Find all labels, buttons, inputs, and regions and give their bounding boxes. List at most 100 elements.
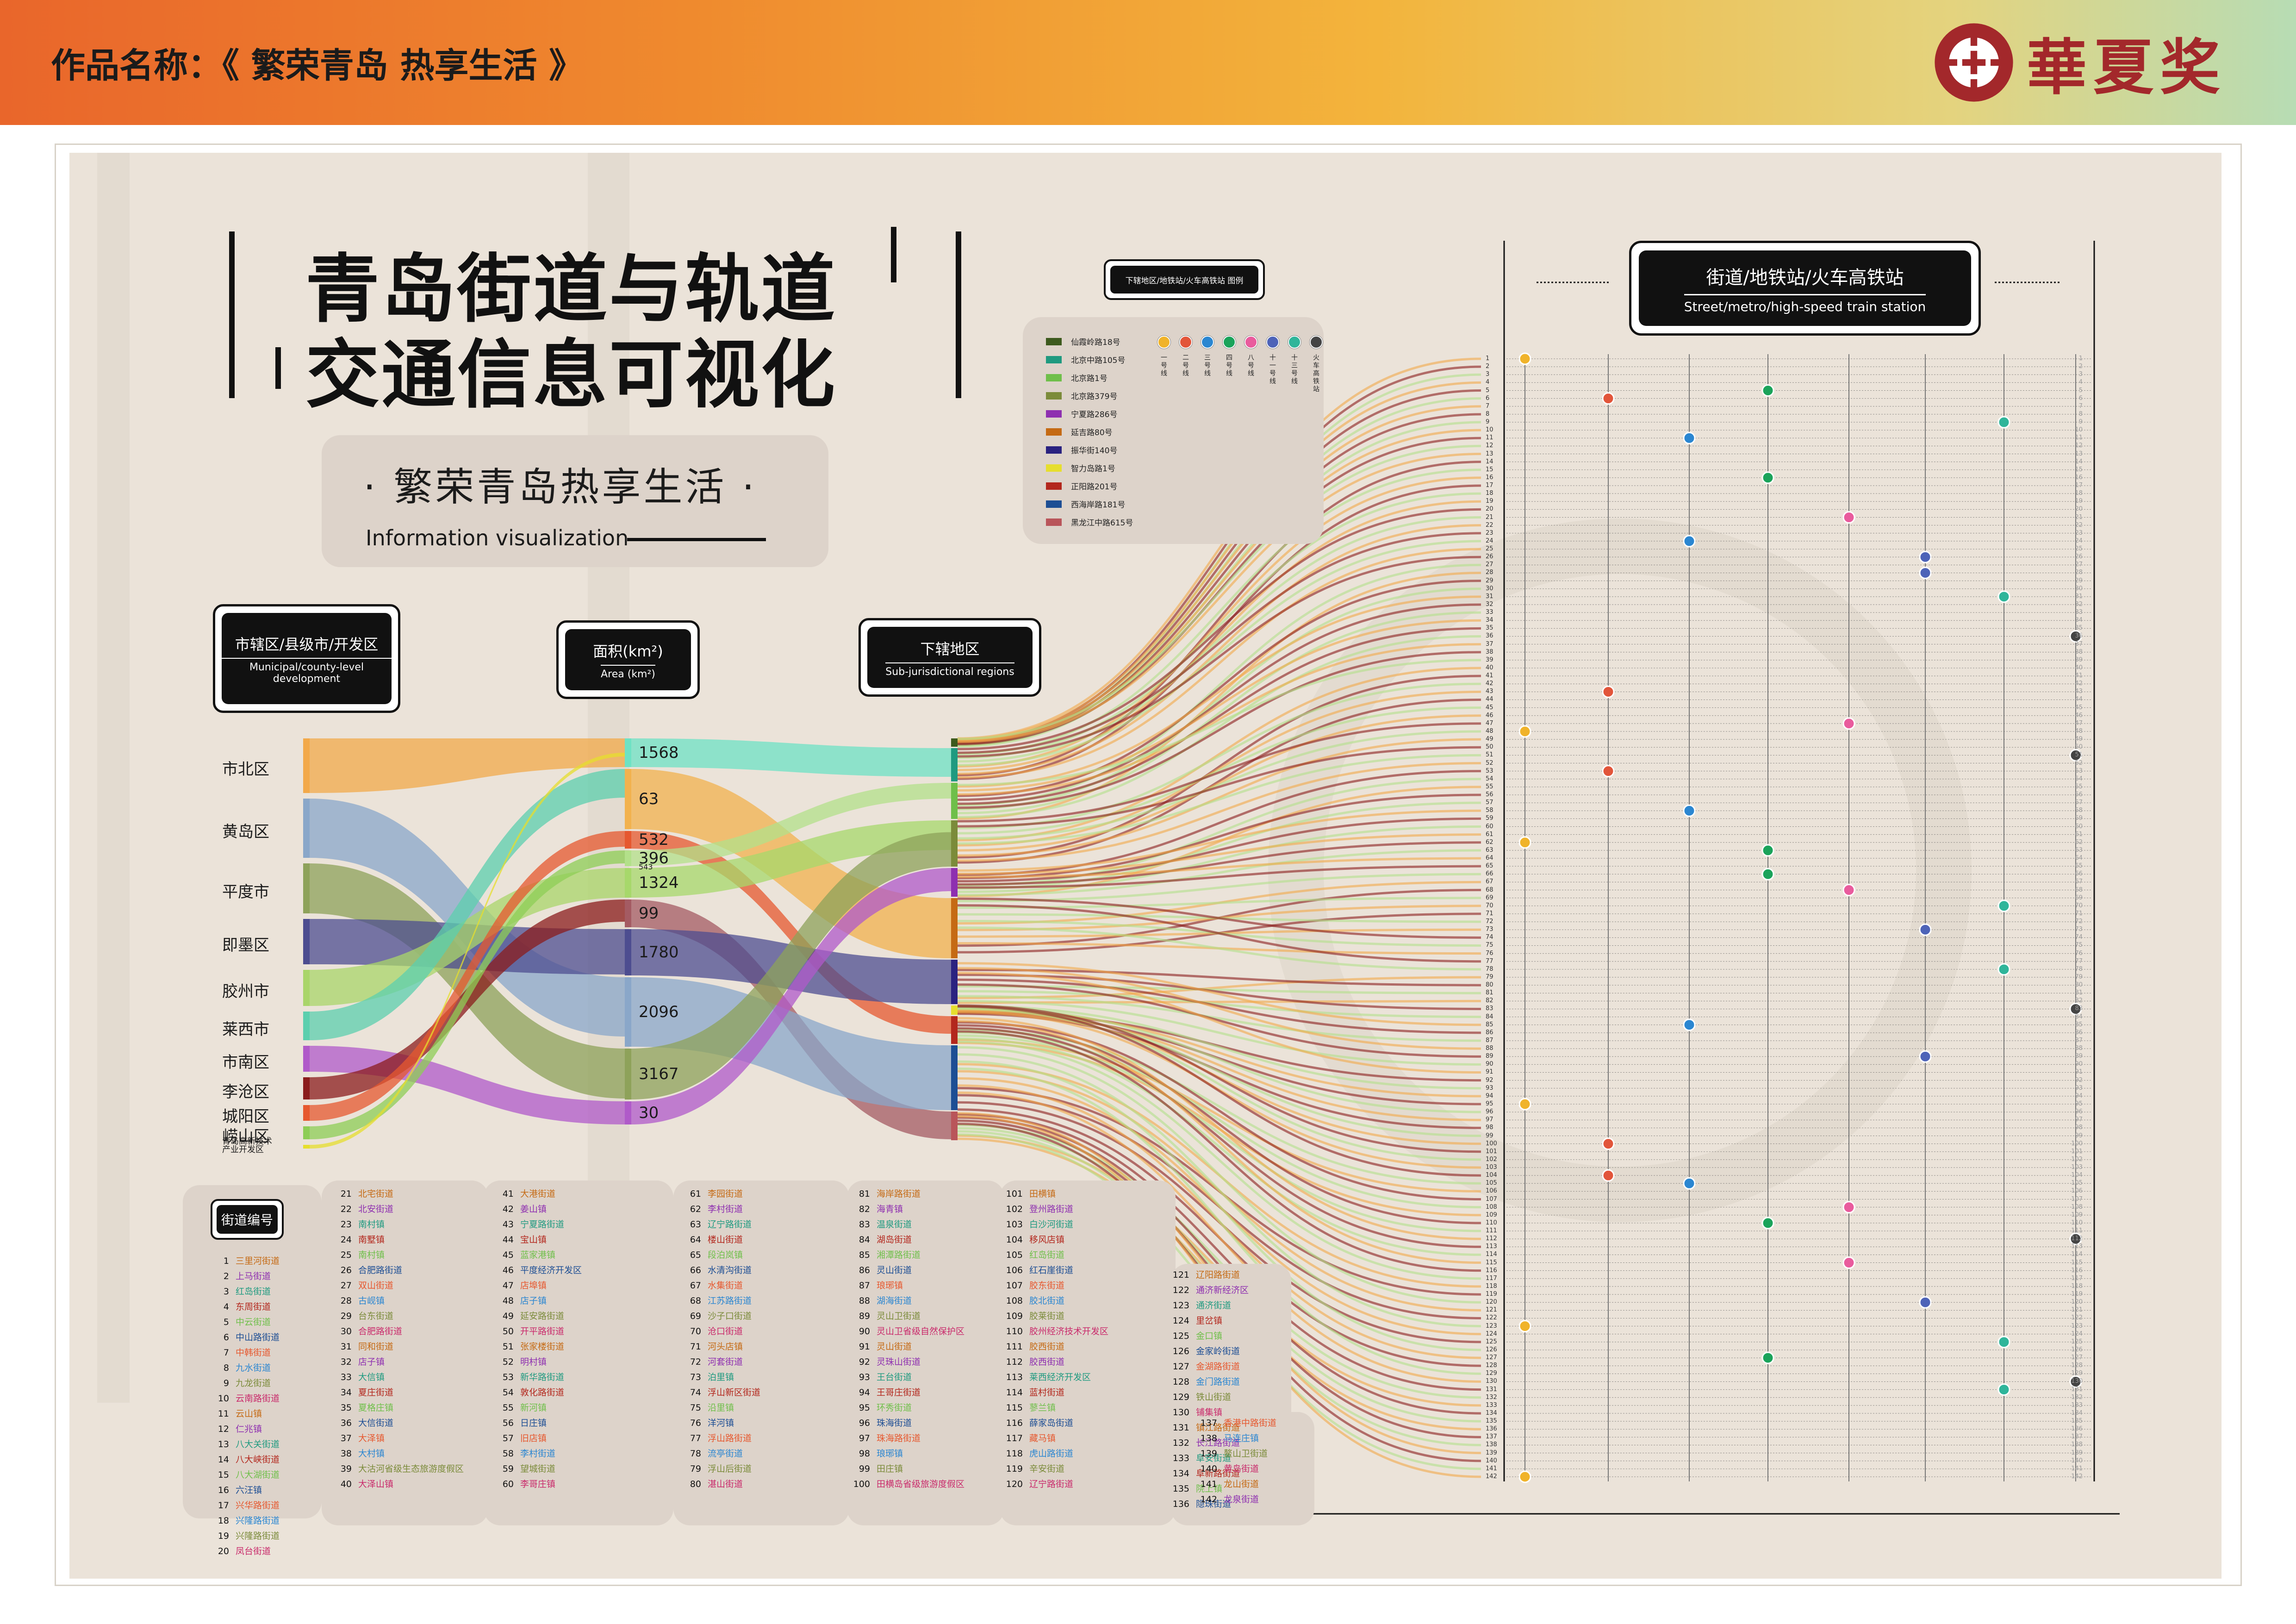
street-number: 27 xyxy=(340,1280,352,1291)
station-dot xyxy=(1842,884,1855,897)
street-name: 店埠镇 xyxy=(520,1280,547,1291)
station-row-number: 15 xyxy=(1486,466,1493,473)
metro-line-dot xyxy=(1201,336,1214,349)
street-item: 47 店埠镇 xyxy=(491,1281,547,1290)
station-row-number: 97 xyxy=(2075,1116,2083,1124)
street-number: 32 xyxy=(340,1357,352,1367)
street-number: 55 xyxy=(502,1403,514,1413)
street-number: 83 xyxy=(859,1219,870,1230)
street-item: 117 藏马镇 xyxy=(1000,1434,1056,1443)
street-number: 31 xyxy=(340,1342,352,1352)
street-item: 18 兴隆路街道 xyxy=(206,1517,280,1525)
station-row-number: 113 xyxy=(2071,1243,2083,1250)
street-item: 11 云山镇 xyxy=(206,1410,262,1418)
street-flow xyxy=(957,643,1481,796)
street-item: 94 王哥庄街道 xyxy=(847,1388,921,1397)
area-value: 396 xyxy=(639,849,669,868)
district-bar xyxy=(303,970,310,1006)
street-number: 36 xyxy=(340,1418,352,1428)
metro-line-label: 四号线 xyxy=(1226,354,1232,377)
street-flow xyxy=(957,841,1481,886)
street-name: 薛家岛街道 xyxy=(1029,1418,1074,1428)
station-dot xyxy=(1919,550,1932,563)
street-item: 66 水清沟街道 xyxy=(678,1266,752,1275)
street-item: 135 院上镇 xyxy=(1166,1485,1222,1493)
street-flow xyxy=(957,706,1481,835)
street-flow xyxy=(957,1060,1481,1351)
station-row-number: 5 xyxy=(2078,387,2083,394)
station-row-number: 118 xyxy=(2071,1282,2083,1290)
station-row-number: 104 xyxy=(2071,1172,2083,1179)
street-number: 51 xyxy=(502,1342,514,1352)
legend-row: 正阳路201号 xyxy=(1046,480,1117,492)
station-row-number: 41 xyxy=(2075,672,2083,680)
street-number: 103 xyxy=(1006,1219,1023,1230)
street-flow xyxy=(957,995,1481,1042)
street-flow xyxy=(957,1021,1481,1201)
street-item: 86 灵山街道 xyxy=(847,1266,912,1275)
street-item: 120 辽宁路街道 xyxy=(1000,1480,1073,1489)
legend-row: 振华街140号 xyxy=(1046,444,1117,456)
station-row-number: 72 xyxy=(2075,918,2083,925)
street-name: 望城街道 xyxy=(520,1464,556,1474)
street-name: 红岛街道 xyxy=(236,1287,271,1297)
street-number: 21 xyxy=(340,1189,352,1199)
station-row-number: 47 xyxy=(1486,719,1493,727)
street-flow xyxy=(957,754,1481,845)
street-item: 140 黄岛街道 xyxy=(1194,1465,1259,1474)
station-dot xyxy=(1761,1217,1774,1230)
street-item: 103 白沙河街道 xyxy=(1000,1220,1073,1229)
street-number: 104 xyxy=(1006,1235,1023,1245)
street-item: 62 李村街道 xyxy=(678,1205,743,1214)
street-item: 139 鳌山卫街道 xyxy=(1194,1449,1268,1458)
area-bar xyxy=(625,831,631,849)
station-row-number: 63 xyxy=(1486,846,1493,854)
street-name: 中云街道 xyxy=(236,1317,271,1327)
street-name: 河头店镇 xyxy=(708,1342,743,1352)
station-row-number: 99 xyxy=(1486,1132,1493,1139)
district-header: 市辖区/县级市/开发区 Municipal/county-level devel… xyxy=(213,604,400,713)
street-name: 琅琊镇 xyxy=(877,1449,903,1459)
street-flow xyxy=(957,619,1481,792)
legend-row: 西海岸路181号 xyxy=(1046,498,1125,510)
station-row-number: 87 xyxy=(1486,1037,1493,1044)
station-row-number: 58 xyxy=(1486,807,1493,814)
area-header: 面积(km²) Area (km²) xyxy=(556,620,700,699)
street-flow xyxy=(957,738,1481,857)
street-name: 白沙河街道 xyxy=(1029,1219,1074,1230)
street-item: 89 灵山卫街道 xyxy=(847,1312,921,1321)
street-number: 35 xyxy=(340,1403,352,1413)
street-flow xyxy=(957,1031,1481,1209)
street-number: 80 xyxy=(690,1479,701,1489)
station-row-number: 117 xyxy=(1486,1274,1497,1282)
flow-area-sub xyxy=(631,783,951,866)
street-number: 48 xyxy=(502,1296,514,1306)
street-name: 马连庄镇 xyxy=(1224,1433,1259,1443)
station-dot xyxy=(1997,899,2010,912)
district-label: 青岛高新技术产业开发区 xyxy=(222,1137,272,1155)
station-dot xyxy=(1761,844,1774,857)
street-name: 湖岛街道 xyxy=(877,1235,912,1245)
station-row-number: 57 xyxy=(2075,799,2083,806)
station-row-number: 21 xyxy=(1486,513,1493,521)
street-number: 129 xyxy=(1172,1392,1189,1402)
street-item: 129 铁山街道 xyxy=(1166,1393,1231,1402)
station-row-number: 112 xyxy=(1486,1235,1497,1243)
street-item: 124 里岔镇 xyxy=(1166,1317,1222,1325)
subtitle-card: · 繁荣青岛热享生活 · Information visualization xyxy=(322,435,828,567)
street-name: 胶西街道 xyxy=(1029,1342,1065,1352)
area-value: 3167 xyxy=(639,1065,679,1083)
street-name: 辽阳路街道 xyxy=(1196,1270,1240,1280)
sub-bar xyxy=(951,783,958,819)
street-name: 上马街道 xyxy=(236,1271,271,1281)
station-dot xyxy=(1602,392,1615,405)
station-row-number: 30 xyxy=(1486,585,1493,592)
street-name: 八大关街道 xyxy=(236,1439,280,1449)
street-item: 81 海岸路街道 xyxy=(847,1190,921,1199)
street-item: 77 浮山路街道 xyxy=(678,1434,752,1443)
station-dot xyxy=(2069,1375,2082,1388)
street-number: 90 xyxy=(859,1326,870,1337)
street-name: 王哥庄街道 xyxy=(877,1387,921,1398)
street-number: 4 xyxy=(223,1302,229,1312)
district-bar xyxy=(303,1105,310,1121)
